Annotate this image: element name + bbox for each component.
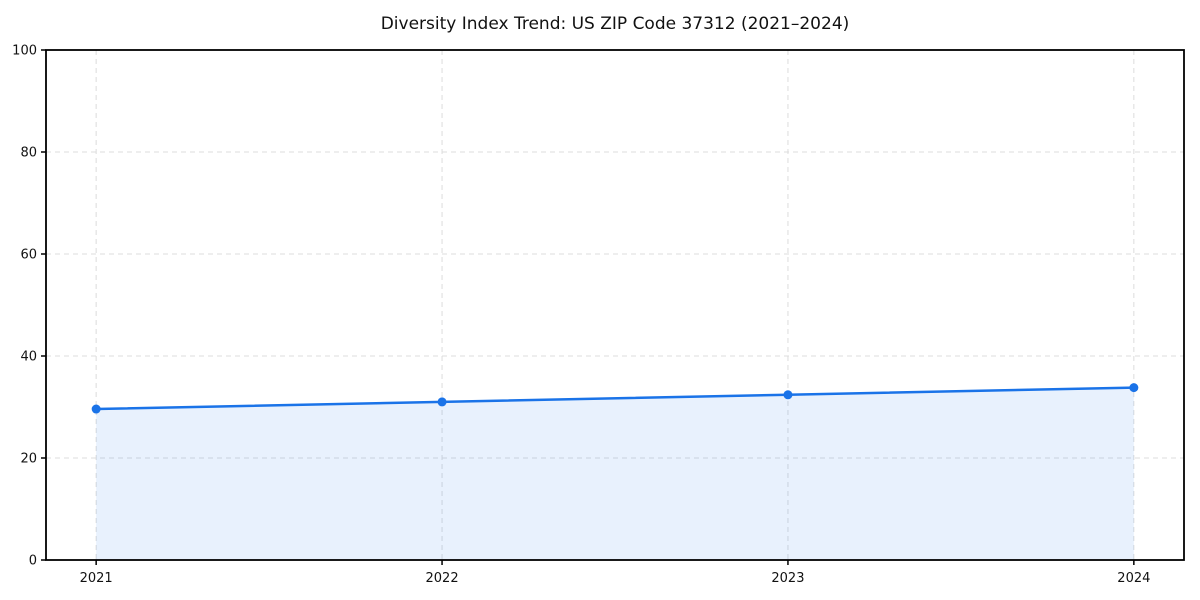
data-point bbox=[783, 390, 793, 400]
area-fill bbox=[96, 387, 1134, 560]
y-tick-label: 60 bbox=[20, 248, 37, 263]
x-tick-label: 2023 bbox=[771, 571, 804, 586]
y-tick-label: 0 bbox=[29, 554, 37, 569]
y-tick-label: 40 bbox=[20, 350, 37, 365]
chart-title: Diversity Index Trend: US ZIP Code 37312… bbox=[380, 14, 850, 34]
x-tick-label: 2024 bbox=[1117, 571, 1150, 586]
data-point bbox=[437, 397, 447, 407]
x-tick-label: 2022 bbox=[426, 571, 459, 586]
trend-line bbox=[94, 386, 1136, 411]
x-tick-label: 2021 bbox=[80, 571, 113, 586]
data-point bbox=[1129, 383, 1139, 393]
y-tick-label: 20 bbox=[20, 452, 37, 467]
plot-border bbox=[45, 49, 1185, 561]
y-tick-label: 100 bbox=[12, 44, 37, 59]
y-tick-label: 80 bbox=[20, 146, 37, 161]
data-point bbox=[91, 404, 101, 414]
